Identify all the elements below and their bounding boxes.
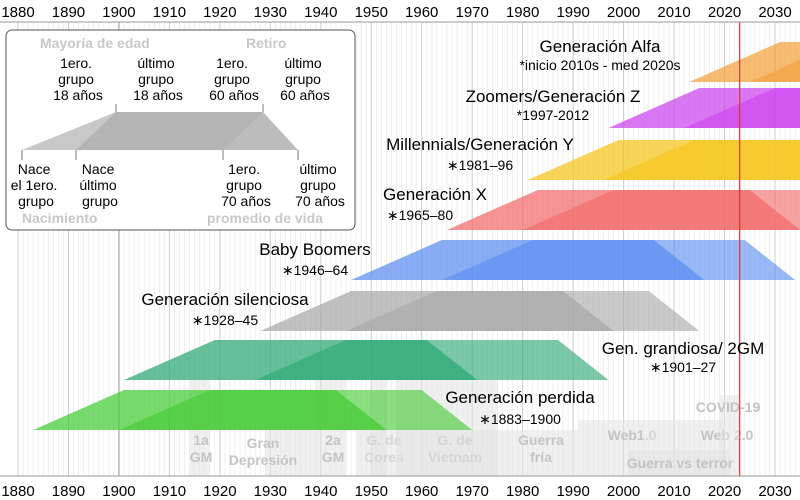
event-span: [265, 430, 316, 476]
generation-name: Generación X: [383, 185, 487, 204]
generation-name: Generación perdida: [445, 388, 595, 407]
legend-born-last: Nace último grupo: [79, 161, 120, 209]
generation-name: Generación Alfa: [540, 37, 662, 56]
generation-labels: Generación Alfa*inicio 2010s - med 2020s…: [141, 37, 764, 427]
legend-last-group-18: último grupo 18 años: [133, 55, 183, 103]
year-tick-label: 1950: [355, 483, 388, 500]
generation-band: [441, 240, 796, 280]
year-tick-label: 1930: [254, 483, 287, 500]
year-tick-label: 1990: [556, 4, 589, 21]
legend-birth-heading: Nacimiento: [22, 210, 97, 226]
year-tick-label: 2020: [708, 4, 741, 21]
legend-first-group-70: 1ero. grupo 70 años: [221, 161, 271, 209]
year-tick-label: 1970: [456, 483, 489, 500]
generation-band: [689, 42, 800, 82]
year-tick-label: 1980: [506, 4, 539, 21]
generation-years: ∗1965–80: [387, 207, 453, 223]
legend-trapezoid-right: [76, 112, 298, 150]
year-tick-label: 2020: [708, 483, 741, 500]
year-tick-label: 1990: [556, 483, 589, 500]
event-label: 2a GM: [322, 432, 345, 465]
year-tick-label: 2030: [758, 4, 791, 21]
generation-name: Baby Boomers: [259, 240, 371, 259]
generation-band: [603, 140, 800, 180]
year-tick-label: 1910: [153, 4, 186, 21]
legend-first-group-60: 1ero. grupo 60 años: [209, 55, 259, 103]
generation-band: [522, 190, 800, 230]
year-tick-label: 1950: [355, 4, 388, 21]
generation-years: ∗1928–45: [192, 312, 258, 328]
generation-bands: [33, 42, 800, 430]
event-label: Gran Depresión: [229, 435, 297, 468]
generation-band: [749, 59, 800, 82]
year-tick-label: 1880: [1, 4, 34, 21]
generation-years: ∗1946–64: [282, 262, 348, 278]
generation-years: ∗1883–1900: [479, 411, 561, 427]
year-tick-label: 1980: [506, 483, 539, 500]
legend-box: Mayoría de edad Retiro 1ero. grupo 18 añ…: [5, 29, 356, 231]
generation-band: [346, 291, 700, 331]
year-tick-label: 1910: [153, 483, 186, 500]
year-tick-label: 1960: [405, 483, 438, 500]
generation-band: [684, 88, 800, 128]
year-tick-label: 1890: [52, 483, 85, 500]
year-tick-label: 1920: [203, 4, 236, 21]
generation-band: [255, 340, 609, 380]
event-label: 1a GM: [190, 432, 213, 465]
year-tick-label: 1970: [456, 4, 489, 21]
event-label: Guerra fría: [518, 432, 564, 465]
year-tick-label: 1890: [52, 4, 85, 21]
legend-lifespan-heading: promedio de vida: [207, 210, 323, 226]
year-tick-label: 1930: [254, 4, 287, 21]
generation-band: [118, 390, 473, 430]
generation-name: Zoomers/Generación Z: [466, 87, 641, 106]
year-tick-label: 1920: [203, 483, 236, 500]
generation-years: ∗1901–27: [650, 359, 716, 375]
generation-name: Generación silenciosa: [141, 290, 309, 309]
bottom-year-axis: 1880 1890 1900 1910 1920 1930 1940 1950 1960 1970…: [0, 475, 800, 500]
legend-first-group-18: 1ero. grupo 18 años: [53, 55, 103, 103]
generation-years: *inicio 2010s - med 2020s: [519, 57, 680, 73]
year-tick-label: 2010: [657, 4, 690, 21]
year-tick-label: 1940: [304, 483, 337, 500]
year-tick-label: 1900: [102, 4, 135, 21]
year-tick-label: 1960: [405, 4, 438, 21]
year-tick-label: 1940: [304, 4, 337, 21]
year-tick-label: 2010: [657, 483, 690, 500]
legend-last-group-60: último grupo 60 años: [280, 55, 330, 103]
legend-last-group-70: último grupo 70 años: [295, 161, 345, 209]
top-year-axis: 1880 1890 1900 1910 1920 1930 1940 1950 1960 1970…: [0, 4, 800, 23]
year-tick-label: 2000: [607, 4, 640, 21]
year-tick-label: 1900: [102, 483, 135, 500]
generation-years: *1997-2012: [517, 107, 590, 123]
year-tick-label: 1880: [1, 483, 34, 500]
event-label: COVID-19: [696, 399, 761, 415]
legend-majority-heading: Mayoría de edad: [40, 35, 150, 51]
generation-name: Gen. grandiosa/ 2GM: [602, 339, 765, 358]
legend-ticks: [21, 104, 299, 160]
generation-years: ∗1981–96: [447, 157, 513, 173]
generation-name: Millennials/Generación Y: [386, 135, 574, 154]
legend-born-first: Nace el 1ero. grupo: [11, 161, 62, 209]
event-span: [356, 430, 579, 476]
event-label: Guerra vs terror: [627, 455, 734, 471]
year-tick-label: 2000: [607, 483, 640, 500]
event-span: [628, 450, 730, 476]
legend-retirement-heading: Retiro: [246, 35, 286, 51]
year-tick-label: 2030: [758, 483, 791, 500]
